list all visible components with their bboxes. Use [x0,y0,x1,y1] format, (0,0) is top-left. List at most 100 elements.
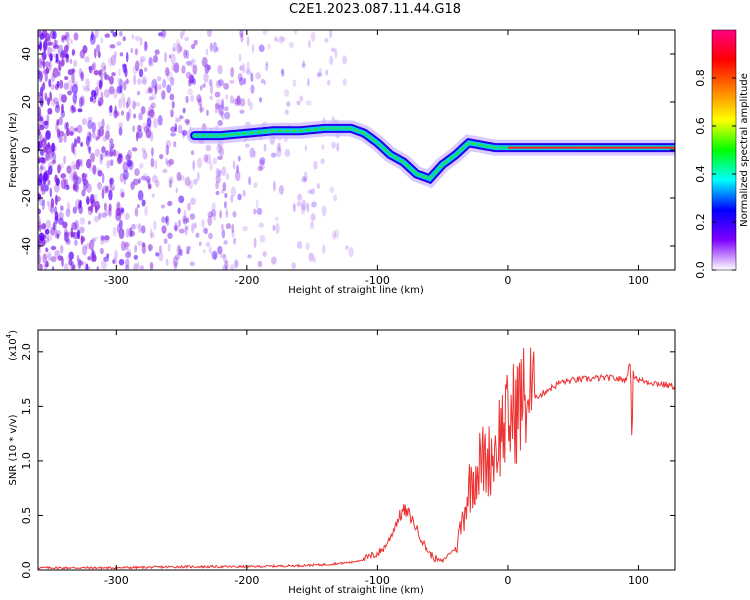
spectrogram-noise-cell [145,90,149,95]
spectrogram-noise-cell [307,189,313,195]
spectrogram-noise-cell [38,128,41,136]
spectrogram-noise-cell [43,120,49,126]
spectrogram-noise-cell [169,93,175,101]
spectrogram-noise-cell [310,213,316,222]
spectrogram-noise-cell [255,199,259,209]
spectrogram-noise-cell [140,225,146,234]
spectrogram-noise-cell [71,221,78,231]
spectrogram-noise-cell [145,41,148,50]
spectrogram-noise-cell [40,149,45,157]
spectrogram-noise-cell [151,175,158,184]
spectrogram-noise-cell [149,228,153,239]
spectrogram-noise-cell [73,181,79,192]
spectrogram-noise-cell [38,178,43,186]
spectrogram-noise-cell [274,216,279,222]
spectrogram-noise-cell [127,149,132,160]
spectrogram-noise-cell [284,109,289,115]
spectrogram-noise-cell [197,97,203,107]
spectrogram-noise-cell [313,160,318,170]
spectrogram-noise-cell [301,176,307,183]
spectrogram-noise-cell [50,245,57,251]
spectrogram-noise-cell [39,41,43,51]
spectrogram-noise-cell [180,31,184,40]
spectrogram-noise-cell [275,223,280,234]
spectrogram-noise-cell [77,108,83,113]
spectrogram-noise-cell [51,98,56,107]
spectrogram-noise-cell [100,153,104,161]
spectrogram-noise-cell [118,98,123,109]
spectrogram-noise-cell [218,104,225,116]
spectrogram-noise-cell [284,89,290,97]
spectrogram-noise-cell [108,189,113,201]
spectrogram-noise-cell [80,95,85,106]
spectrogram-noise-cell [176,117,181,123]
spectrogram-noise-cell [88,146,92,155]
spectrogram-noise-cell [193,178,198,185]
spectrogram-noise-cell [187,88,193,96]
spectrogram-noise-cell [126,111,130,122]
spectrogram-noise-cell [239,30,244,38]
spectrogram-noise-cell [148,108,155,118]
spectrogram-noise-cell [104,209,111,216]
spectrogram-noise-cell [217,64,223,75]
spectrogram-noise-cell [148,96,154,101]
spectrogram-noise-cell [201,219,205,228]
spectrogram-noise-cell [215,181,220,190]
spectrogram-noise-cell [38,156,42,164]
spectrogram-noise-cell [255,72,262,80]
spectrogram-noise-cell [175,38,180,48]
spectrogram-noise-cell [178,228,185,234]
spectrogram-noise-cell [110,159,114,166]
spectrogram-noise-cell [39,124,45,131]
spectrogram-noise-cell [202,83,206,88]
spectrogram-noise-cell [151,78,158,89]
spectrogram-noise-cell [51,160,57,165]
spectrogram-noise-cell [48,165,53,176]
spectrogram-noise-cell [66,32,69,38]
spectrogram-noise-cell [38,140,41,152]
spectrogram-noise-cell [94,48,97,59]
spectrogram-noise-cell [324,37,329,43]
spectrogram-noise-cell [38,106,42,117]
spectrogram-noise-cell [230,186,237,197]
spectrogram-noise-cell [45,67,50,74]
spectrogram-noise-cell [217,79,224,87]
spectrogram-noise-cell [61,94,67,103]
spectrogram-noise-cell [43,43,47,54]
spectrogram-noise-cell [177,207,181,215]
spectrogram-noise-cell [51,142,55,153]
spectrogram-noise-cell [137,78,142,86]
spectrogram-noise-cell [158,32,163,37]
spectrogram-noise-cell [273,180,276,192]
spectrogram-noise-cell [119,172,125,183]
spectrogram-noise-cell [78,260,84,266]
spectrogram-noise-cell [56,233,60,239]
spectrogram-noise-cell [107,57,113,67]
spectrogram-noise-cell [236,95,241,106]
spectrogram-noise-cell [113,109,118,119]
spectrogram-noise-cell [42,253,47,264]
spectrogram-noise-cell [85,263,89,270]
spectrogram-noise-cell [54,227,58,239]
colorbar-tick-label: 0.0 [694,261,707,279]
spectrogram-noise-cell [165,139,171,149]
spectrogram-noise-cell [94,30,99,39]
spectrogram-noise-cell [281,68,285,78]
spectrogram-noise-cell [239,65,243,71]
spectrogram-noise-cell [66,41,70,50]
y-tick-label: 0.0 [20,561,33,579]
spectrogram-noise-cell [303,171,308,182]
spectrogram-noise-cell [82,244,88,256]
spectrogram-noise-cell [59,51,66,59]
spectrogram-noise-cell [311,201,317,208]
spectrogram-noise-cell [44,184,49,192]
spectrogram-noise-cell [144,205,149,216]
spectrogram-noise-cell [296,241,303,250]
spectrogram-noise-cell [206,109,209,117]
spectrogram-noise-cell [244,143,250,148]
spectrogram-noise-cell [122,169,129,181]
spectrogram-noise-cell [168,176,174,184]
spectrogram-noise-cell [74,239,78,246]
spectrogram-noise-cell [99,247,104,255]
spectrogram-noise-cell [103,239,106,244]
